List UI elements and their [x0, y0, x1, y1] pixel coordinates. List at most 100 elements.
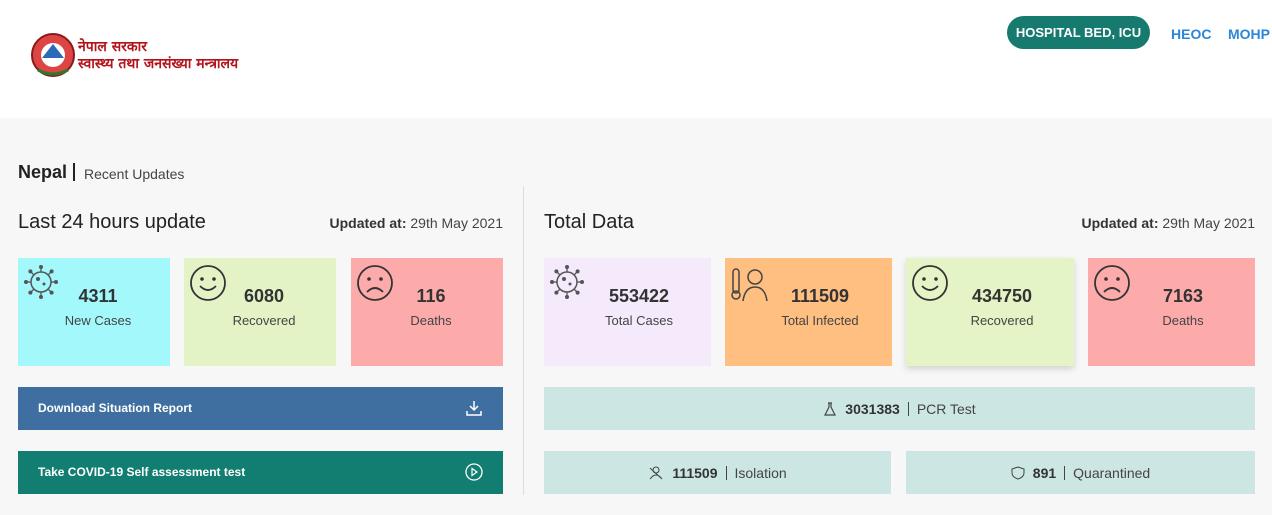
- icon-part: [199, 285, 217, 291]
- icon-part: [49, 269, 54, 274]
- icon-part: [357, 265, 393, 301]
- separator: [907, 401, 909, 416]
- stat-label: Deaths: [1162, 313, 1204, 328]
- icon-part: [39, 265, 43, 269]
- icon-part: [565, 295, 569, 299]
- card-icon: [731, 268, 768, 302]
- icon-part: [28, 269, 33, 274]
- separator: [1064, 465, 1066, 480]
- test-label: Quarantined: [1073, 464, 1151, 481]
- card-icon: [550, 265, 584, 299]
- separator: [725, 465, 727, 480]
- stat-value: 6080: [243, 286, 285, 306]
- section-title: Total Data: [544, 211, 635, 233]
- stat-value: 116: [416, 286, 446, 306]
- icon-part: [742, 286, 768, 302]
- icon-part: [200, 277, 204, 281]
- stat-value: 7163: [1162, 286, 1204, 306]
- stat-label: Recovered: [970, 313, 1034, 328]
- section-title: Last 24 hours update: [18, 211, 206, 233]
- subtitle: Recent Updates: [84, 166, 185, 182]
- button-label: Download Situation Report: [38, 401, 192, 415]
- nav-button[interactable]: HOSPITAL BED, ICU: [1007, 16, 1150, 49]
- stat-card: 434750 Recovered: [906, 258, 1074, 366]
- test-value: 891: [1032, 464, 1057, 481]
- icon-part: [49, 290, 54, 295]
- icon-part: [465, 463, 483, 481]
- stat-label: New Cases: [64, 313, 132, 328]
- stat-label: Recovered: [232, 313, 296, 328]
- card-icon: [912, 265, 948, 301]
- updated: Updated at: 29th May 2021: [329, 215, 503, 231]
- updated-date: 29th May 2021: [410, 215, 503, 231]
- button-label: Take COVID-19 Self assessment test: [38, 465, 246, 479]
- icon-part: [1116, 277, 1120, 281]
- nav-link[interactable]: MOHP: [1228, 26, 1270, 42]
- icon-part: [42, 282, 46, 286]
- icon-part: [562, 277, 566, 281]
- download-button[interactable]: Download Situation Report: [18, 387, 503, 430]
- stat-value: 4311: [78, 286, 118, 306]
- logo-emblem: [31, 33, 75, 77]
- icon-part: [554, 290, 559, 295]
- icon-part: [1103, 287, 1121, 293]
- test-label: PCR Test: [916, 400, 976, 417]
- country-title: Nepal: [18, 162, 81, 183]
- icon-part: [556, 271, 578, 293]
- icon-part: [1011, 465, 1025, 480]
- flask-icon: [824, 401, 837, 416]
- icon-part: [921, 285, 939, 291]
- icon-part: [731, 290, 741, 300]
- stat-card: 6080 Recovered: [184, 258, 336, 366]
- icon-part: [466, 401, 482, 416]
- card-icon: [190, 265, 226, 301]
- icon-part: [190, 265, 226, 301]
- icon-part: [934, 277, 938, 281]
- icon-part: [568, 282, 572, 286]
- stat-label: Deaths: [410, 313, 452, 328]
- icon-part: [747, 269, 763, 285]
- person-icon: [649, 466, 663, 479]
- quarantine-bar: 891 Quarantined: [906, 451, 1255, 494]
- stat-card: 116 Deaths: [351, 258, 503, 366]
- icon-part: [550, 280, 554, 284]
- icon-part: [28, 290, 33, 295]
- icon-part: [580, 280, 584, 284]
- icon-part: [1104, 277, 1108, 281]
- test-value: 111509: [672, 464, 718, 481]
- test-label: Isolation: [734, 464, 787, 481]
- divider: [523, 186, 524, 495]
- icon-part: [42, 44, 64, 58]
- stat-card: 111509 Total Infected: [725, 258, 892, 366]
- icon-part: [732, 268, 740, 294]
- icon-part: [36, 277, 40, 281]
- icon-part: [922, 277, 926, 281]
- icon-part: [24, 280, 28, 284]
- card-icon: [24, 265, 58, 299]
- icon-part: [554, 269, 559, 274]
- separator: [73, 163, 76, 181]
- stat-label: Total Infected: [781, 313, 859, 328]
- icon-part: [212, 277, 216, 281]
- updated-date: 29th May 2021: [1162, 215, 1255, 231]
- play-icon: [465, 463, 483, 481]
- updated: Updated at: 29th May 2021: [1081, 215, 1255, 231]
- icon-part: [366, 287, 384, 293]
- icon-part: [912, 265, 948, 301]
- icon-part: [39, 295, 43, 299]
- stat-value: 434750: [971, 286, 1033, 306]
- download-icon: [466, 401, 482, 416]
- stat-card: 553422 Total Cases: [544, 258, 711, 366]
- isolation-bar: 111509 Isolation: [544, 451, 891, 494]
- stat-card: 4311 New Cases: [18, 258, 170, 366]
- stat-value: 553422: [608, 286, 670, 306]
- header: नेपाल सरकार स्वास्थ्य तथा जनसंख्या मन्त्…: [0, 0, 1272, 118]
- icon-part: [649, 467, 663, 479]
- icon-part: [575, 269, 580, 274]
- assessment-button[interactable]: Take COVID-19 Self assessment test: [18, 451, 503, 494]
- nav-link[interactable]: HEOC: [1171, 26, 1212, 42]
- country: Nepal: [18, 162, 68, 182]
- card-icon: [357, 265, 393, 301]
- logo-text: नेपाल सरकार: [78, 39, 148, 55]
- stat-value: 111509: [790, 286, 850, 306]
